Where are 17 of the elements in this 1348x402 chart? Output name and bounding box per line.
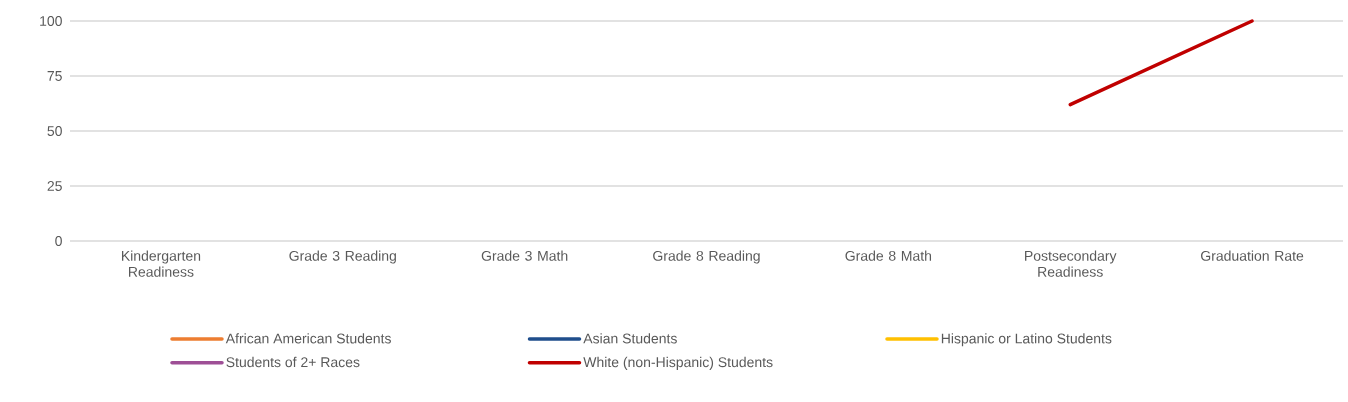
legend-label: Hispanic or Latino Students — [941, 333, 1112, 347]
legend-label: African American Students — [225, 333, 391, 344]
x-tick-label: Grade 8 Math — [845, 250, 932, 261]
y-tick-label: 25 — [47, 181, 62, 191]
x-tick-label: Kindergarten Readiness — [121, 250, 201, 277]
x-tick-label: Grade 3 Reading — [289, 250, 396, 264]
legend-label: Students of 2+ Races — [226, 356, 360, 368]
x-tick-label: Postsecondary Readiness — [1025, 250, 1117, 277]
y-tick-label: 75 — [47, 71, 62, 81]
x-tick-label: Graduation Rate — [1201, 250, 1304, 261]
y-tick-label: 50 — [47, 126, 62, 136]
y-tick-label: 0 — [55, 236, 62, 246]
legend-label: White (non-Hispanic) Students — [583, 356, 773, 370]
x-tick-label: Grade 3 Math — [481, 250, 568, 261]
y-tick-label: 100 — [40, 16, 62, 26]
legend-label: Asian Students — [583, 333, 677, 344]
x-tick-label: Grade 8 Reading — [653, 250, 760, 264]
